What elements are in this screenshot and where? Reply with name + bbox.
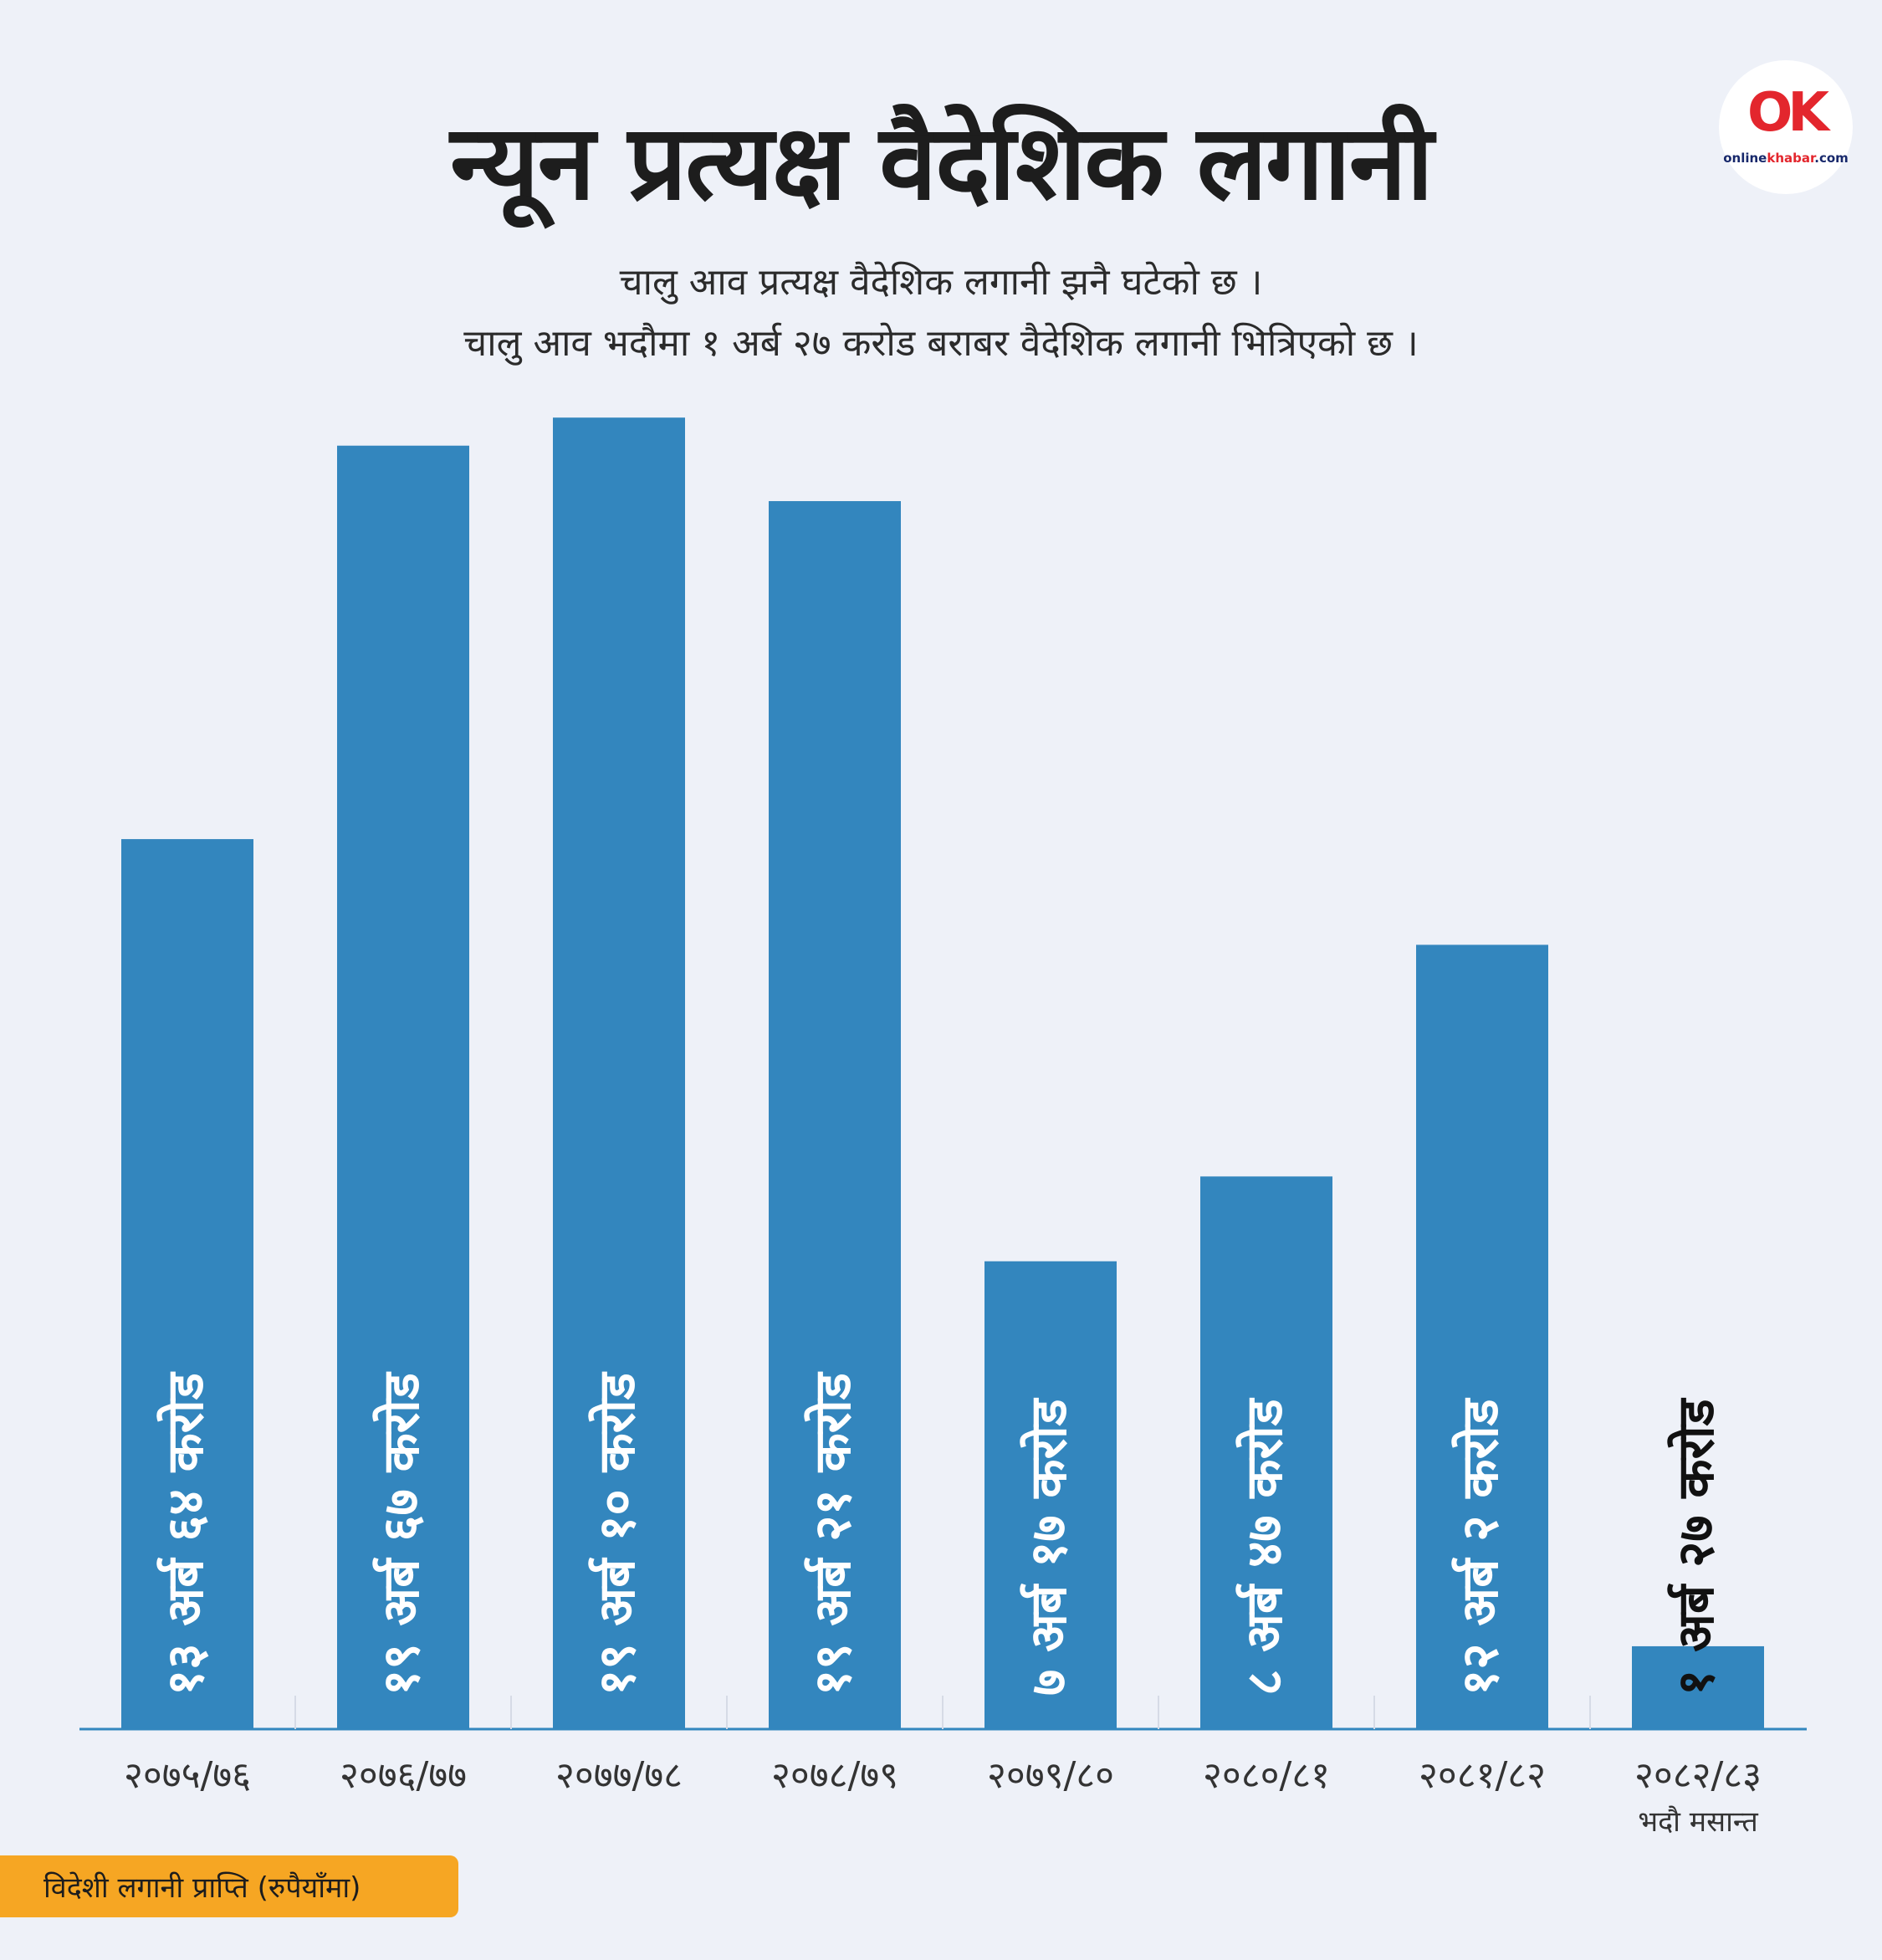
logo-word-com: .com	[1814, 151, 1849, 166]
x-tick-label-8: २०८२/८३	[1634, 1754, 1762, 1797]
x-tick-label-6: २०८०/८१	[1203, 1754, 1330, 1797]
logo-word-online: online	[1723, 151, 1767, 166]
bar-label-3: १९ अर्ब १० करोड	[588, 1371, 647, 1696]
data-source-note: विदेशी लगानी प्राप्ति (रुपैयाँमा)	[0, 1855, 458, 1917]
onlinekhabar-logo: OK onlinekhabar.com	[1719, 60, 1853, 194]
bar-5	[984, 1261, 1117, 1729]
x-axis: २०७५/७६ २०७६/७७ २०७७/७८ २०७८/७९ २०७९/८० २०८०/…	[79, 1696, 1807, 1839]
bar-1	[121, 839, 253, 1729]
bar-label-1: १३ अर्ब ६४ करोड	[156, 1371, 215, 1696]
bar-7	[1416, 944, 1548, 1729]
bar-3	[553, 417, 685, 1730]
x-tick-note-8: भदौ मसान्त	[1638, 1805, 1758, 1839]
data-source-note-text: विदेशी लगानी प्राप्ति (रुपैयाँमा)	[43, 1871, 361, 1905]
subtitle-line-1: चालु आव प्रत्यक्ष वैदेशिक लगानी झनै घटेक…	[619, 261, 1263, 304]
bar-labels-group: १३ अर्ब ६४ करोड १९ अर्ब ६७ करोड १९ अर्ब १०…	[156, 1371, 1726, 1696]
bar-label-2: १९ अर्ब ६७ करोड	[372, 1371, 431, 1696]
logo-mark-o: O	[1747, 82, 1793, 144]
logo-mark-k: K	[1787, 82, 1829, 144]
bars-group	[121, 417, 1764, 1730]
x-tick-label-1: २०७५/७६	[124, 1754, 251, 1797]
bar-2	[337, 445, 469, 1729]
subtitle-line-2: चालु आव भदौमा १ अर्ब २७ करोड बराबर वैदेश…	[463, 322, 1419, 365]
bar-8	[1632, 1645, 1764, 1729]
logo-wordmark: onlinekhabar.com	[1719, 151, 1853, 166]
x-tick-label-5: २०७९/८०	[987, 1754, 1114, 1797]
x-tick-label-4: २०७८/७९	[771, 1754, 898, 1797]
x-tick-label-7: २०८१/८२	[1419, 1754, 1546, 1797]
bar-6	[1200, 1176, 1332, 1729]
x-tick-label-3: २०७७/७८	[555, 1754, 683, 1797]
bar-label-8: १ अर्ब २७ करोड	[1667, 1397, 1726, 1696]
page-title: न्यून प्रत्यक्ष वैदेशिक लगानी	[450, 103, 1434, 223]
bar-label-5: ७ अर्ब १७ करोड	[1020, 1397, 1078, 1696]
x-tick-label-2: २०७६/७७	[340, 1754, 467, 1797]
bar-label-6: ८ अर्ब ४७ करोड	[1235, 1397, 1294, 1696]
bar-label-4: १९ अर्ब २१ करोड	[804, 1371, 862, 1696]
bar-label-7: १२ अर्ब २ करोड	[1451, 1397, 1510, 1696]
bar-4	[769, 501, 901, 1729]
logo-mark: OK	[1719, 82, 1853, 144]
logo-word-khabar: khabar	[1767, 151, 1815, 166]
